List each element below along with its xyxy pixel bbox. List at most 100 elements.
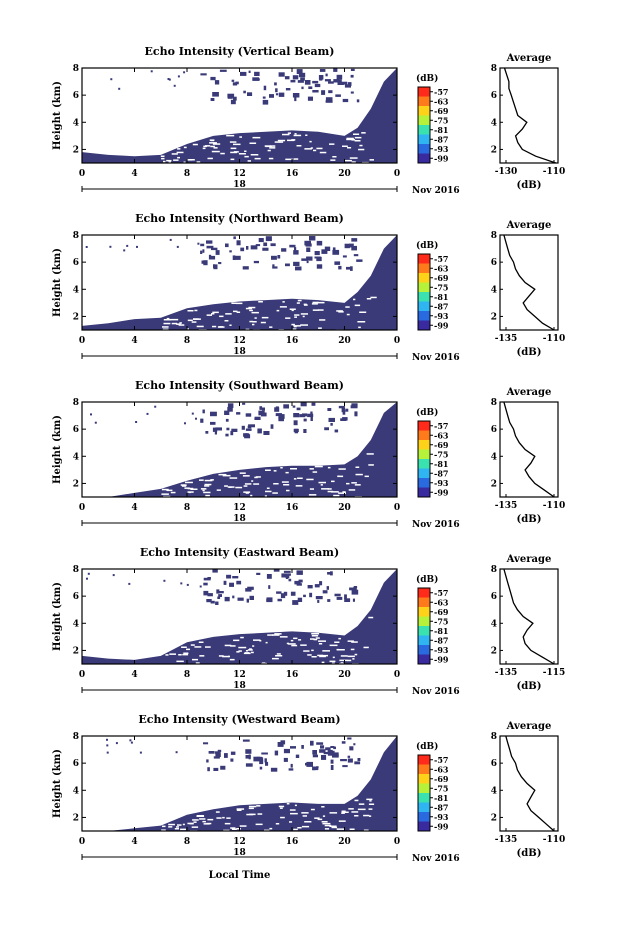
echo-speck: [297, 580, 301, 585]
echo-gap: [286, 803, 290, 805]
echo-speck: [280, 593, 286, 599]
echo-speck: [215, 250, 220, 255]
echo-speck: [351, 589, 359, 595]
colorbar-label: -93: [434, 645, 449, 655]
colorbar-label: -81: [434, 292, 448, 302]
x-tick-label: 0: [394, 336, 400, 346]
echo-speck: [283, 570, 291, 573]
echo-speck: [306, 256, 313, 261]
colorbar-swatch: [418, 320, 430, 331]
colorbar-swatch: [418, 802, 430, 813]
average-x-tick-label: -110: [543, 835, 566, 845]
echo-speck: [342, 410, 346, 415]
echo-speck: [356, 99, 360, 103]
echo-gap: [304, 148, 312, 150]
colorbar-swatch: [418, 626, 430, 636]
echo-speck: [285, 575, 290, 579]
colorbar-swatch: [418, 793, 430, 803]
echo-speck: [232, 255, 236, 260]
echo-speck: [314, 251, 320, 256]
echo-speck: [281, 248, 287, 252]
echo-gap: [249, 648, 252, 650]
average-profile-line: [503, 568, 555, 665]
echo-speck: [332, 249, 340, 255]
echo-speck: [326, 586, 329, 590]
echo-speck: [295, 266, 302, 271]
average-frame: [499, 735, 559, 832]
x-tick-label: 4: [131, 336, 137, 346]
average-x-tick-label: -130: [495, 167, 518, 177]
echo-speck: [292, 600, 299, 605]
colorbar-label: -69: [434, 607, 449, 617]
echo-gap: [301, 825, 310, 828]
x-tick-label: 0: [394, 503, 400, 513]
colorbar-swatch: [418, 487, 430, 498]
echo-speck: [245, 749, 252, 754]
echo-gap: [310, 638, 315, 640]
echo-speck: [325, 73, 328, 77]
echo-speck: [173, 84, 176, 87]
colorbar-label: -63: [434, 430, 449, 440]
colorbar-label: -69: [434, 106, 449, 116]
echo-speck: [195, 417, 197, 420]
echo-gap: [230, 827, 236, 829]
echo-gap: [369, 815, 372, 817]
echo-gap: [355, 466, 360, 468]
echo-gap: [364, 475, 369, 478]
colorbar-label: -63: [434, 764, 449, 774]
echo-gap: [368, 803, 375, 805]
echo-speck: [241, 425, 245, 430]
colorbar-swatch: [418, 783, 430, 794]
echo-speck: [259, 766, 263, 770]
echo-gap: [218, 655, 224, 657]
x-tick-label: 12: [233, 503, 246, 513]
colorbar-unit: (dB): [416, 407, 438, 418]
date-label: 18: [233, 681, 246, 691]
echo-speck: [316, 264, 323, 269]
colorbar-label: -99: [434, 320, 449, 330]
echo-speck: [321, 249, 328, 254]
echo-speck: [303, 418, 307, 422]
echo-gap: [222, 816, 225, 819]
echo-gap: [331, 480, 335, 483]
echo-gap: [199, 818, 206, 820]
echo-speck: [342, 765, 348, 768]
echo-gap: [215, 811, 220, 813]
x-tick-label: 16: [286, 670, 299, 680]
echo-speck: [218, 262, 222, 265]
echo-speck: [296, 69, 303, 74]
echo-speck: [297, 80, 304, 83]
echo-gap: [251, 311, 259, 314]
echo-gap: [346, 137, 354, 140]
echo-speck: [283, 757, 288, 762]
x-tick-label: 0: [79, 336, 85, 346]
echo-speck: [312, 90, 319, 93]
x-tick-label: 8: [184, 837, 190, 847]
colorbar-label: -81: [434, 125, 448, 135]
echo-gap: [300, 644, 307, 646]
echo-speck: [130, 741, 133, 744]
echo-speck: [296, 583, 302, 586]
echo-speck: [245, 413, 252, 417]
echo-speck: [236, 240, 241, 246]
echo-speck: [300, 402, 307, 407]
echo-gap: [309, 468, 314, 470]
echo-speck: [269, 94, 274, 98]
echo-speck: [354, 411, 358, 417]
echo-speck: [321, 755, 327, 760]
echo-gap: [317, 301, 323, 304]
echo-gap: [310, 147, 313, 149]
echo-gap: [252, 645, 255, 647]
colorbar-swatch: [418, 421, 430, 431]
echo-gap: [199, 655, 205, 657]
echo-speck: [316, 240, 323, 246]
echo-speck: [288, 578, 292, 582]
colorbar-label: -57: [434, 755, 448, 765]
colorbar-swatch: [418, 774, 430, 784]
echo-gap: [177, 156, 180, 159]
echo-speck: [323, 751, 329, 755]
echo-speck: [200, 243, 205, 247]
echo-speck: [191, 412, 194, 415]
y-tick-label: 2: [73, 312, 79, 322]
echo-gap: [239, 825, 247, 827]
